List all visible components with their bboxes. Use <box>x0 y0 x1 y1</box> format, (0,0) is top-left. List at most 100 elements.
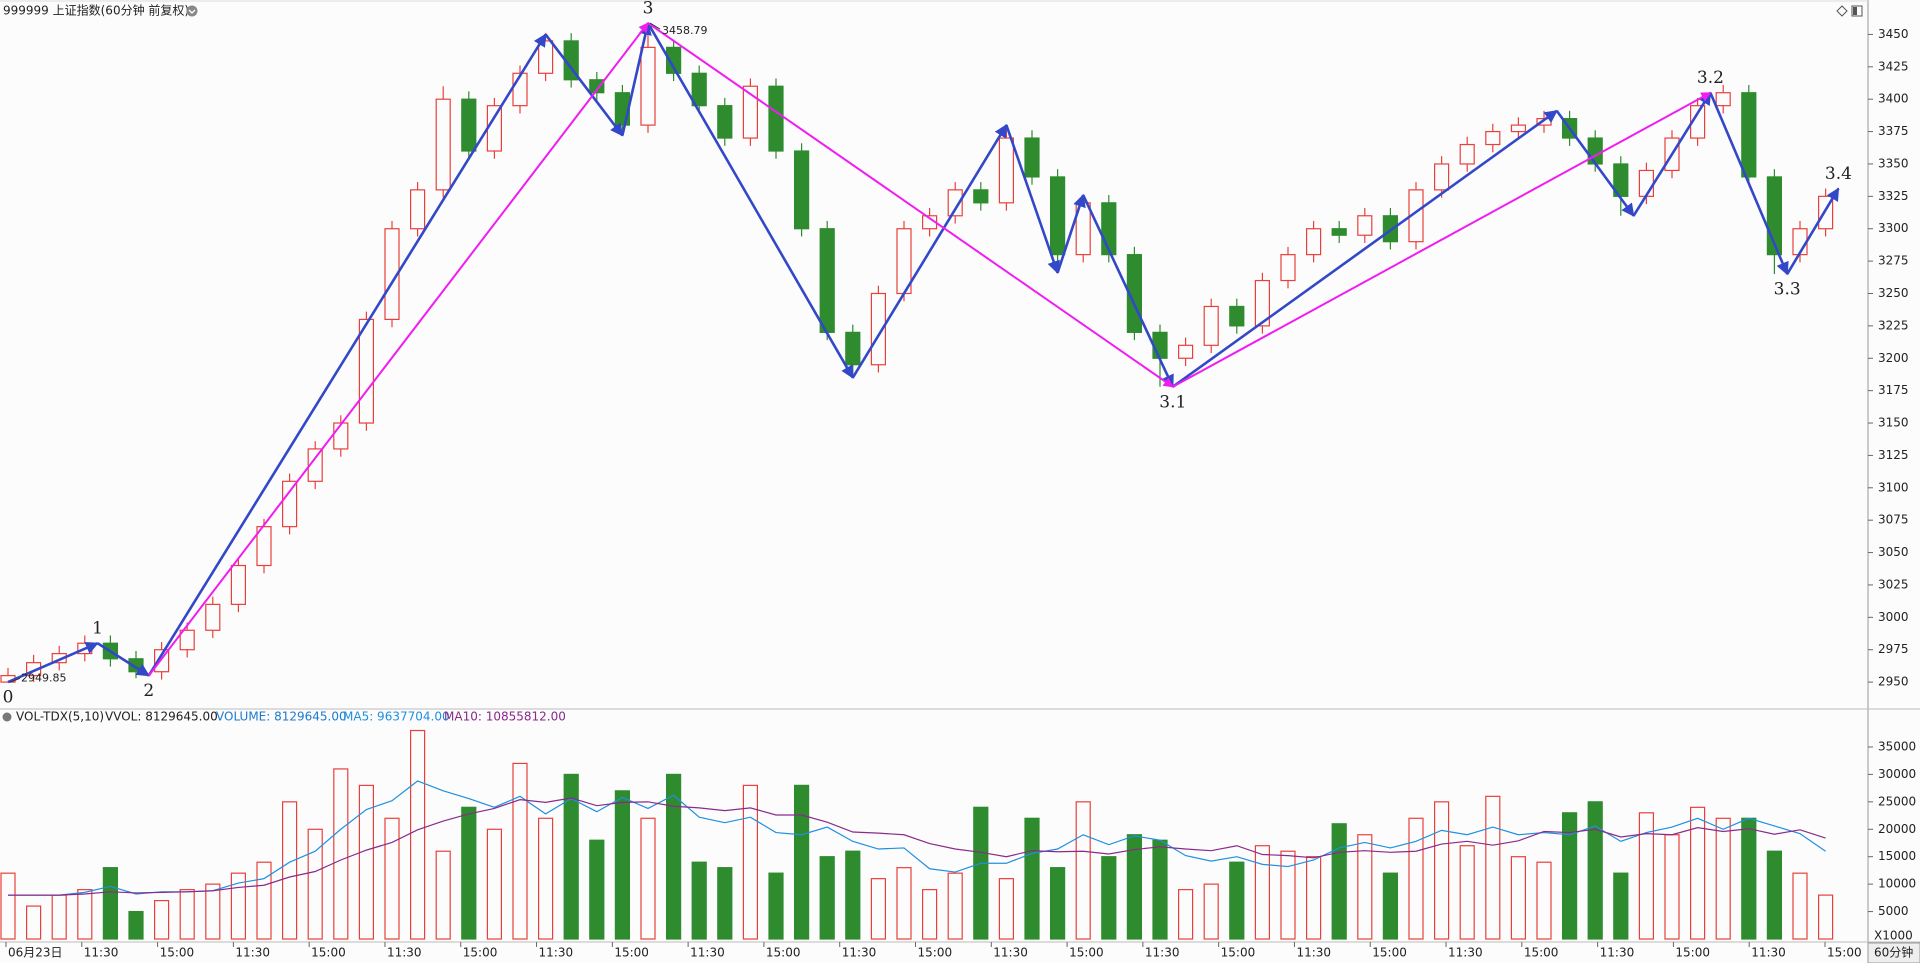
x-tick-label: 11:30 <box>993 946 1028 960</box>
x-tick-label: 15:00 <box>1069 946 1104 960</box>
volume-bar <box>1485 795 1501 940</box>
candle-body <box>1382 215 1399 243</box>
volume-bar <box>282 801 298 940</box>
candle-body <box>282 480 298 528</box>
title-menu-chevron <box>188 9 196 14</box>
y-tick-label: 3050 <box>1878 545 1909 559</box>
volume-bar <box>870 878 887 940</box>
wave-label: 3.2 <box>1697 68 1724 88</box>
x-tick-label: 15:00 <box>766 946 801 960</box>
top-icon-fill <box>1853 7 1857 15</box>
candle-body <box>1485 130 1501 146</box>
volume-bar <box>51 894 67 940</box>
wave-label: 0 <box>3 688 14 708</box>
title-menu-icon[interactable] <box>186 5 198 17</box>
volume-bar <box>1459 845 1475 940</box>
x-tick-label: 11:30 <box>1448 946 1483 960</box>
volume-bar <box>0 872 16 940</box>
y-tick-label: 35000 <box>1878 739 1916 753</box>
y-tick-label: 3350 <box>1878 156 1909 170</box>
top-icon[interactable] <box>1836 5 1848 17</box>
y-tick-label: 5000 <box>1878 904 1909 918</box>
candle-body <box>205 603 221 631</box>
volume-bar <box>384 817 400 940</box>
candle-body <box>947 189 963 217</box>
volume-bar <box>1357 834 1373 940</box>
volume-bar <box>26 905 42 940</box>
x-tick-label: 15:00 <box>463 946 498 960</box>
y-tick-label: 2975 <box>1878 642 1909 656</box>
volume-bar <box>1305 856 1322 940</box>
volume-bar <box>1382 872 1399 940</box>
volume-bar <box>1715 817 1731 940</box>
zigzag-segment <box>646 22 854 379</box>
vol-menu-icon[interactable] <box>2 712 12 722</box>
x-tick-label: 11:30 <box>842 946 877 960</box>
wave-label: 3 <box>643 0 654 19</box>
volume-bar <box>691 861 707 940</box>
volume-bar <box>921 889 938 940</box>
candle-body <box>640 46 656 126</box>
zigzag-segment <box>1082 194 1174 388</box>
candle-body <box>1254 279 1271 327</box>
volume-bar <box>154 899 170 940</box>
volume-bar <box>1561 812 1578 940</box>
low-label: 2949.85 <box>21 671 67 684</box>
candle-body <box>819 228 835 333</box>
top-icon[interactable] <box>1851 5 1863 17</box>
candle-body <box>1024 137 1040 178</box>
wave-label: 2 <box>143 681 154 701</box>
zigzag-segment <box>96 642 150 677</box>
ma5-label: MA5: 9637704.00 <box>343 710 450 724</box>
volume-bar <box>1408 817 1424 940</box>
candle-body <box>1177 344 1194 359</box>
vol-title: VOL-TDX(5,10) <box>16 710 104 724</box>
y-tick-label: 3450 <box>1878 27 1909 41</box>
wave-label: 3.4 <box>1825 164 1852 184</box>
volume-bar <box>1792 872 1808 940</box>
candle-body <box>410 189 426 230</box>
x-tick-label: 11:30 <box>235 946 270 960</box>
zigzag-segment <box>1172 109 1558 388</box>
volume-bar <box>1536 861 1552 940</box>
y-tick-label: 3025 <box>1878 577 1909 591</box>
x-tick-label: 11:30 <box>690 946 725 960</box>
volume-bar <box>845 850 861 940</box>
volume-bar <box>1510 856 1527 940</box>
volume-bar <box>563 773 579 940</box>
volume-bar <box>1075 801 1091 940</box>
x-tick-label: 11:30 <box>1600 946 1635 960</box>
ma-line <box>8 797 1826 896</box>
volume-bar <box>1024 817 1040 940</box>
candle-body <box>435 98 451 191</box>
x-tick-label: 15:00 <box>160 946 195 960</box>
zigzag-segment <box>1005 124 1060 274</box>
volume-bar <box>486 828 502 940</box>
period-box[interactable] <box>1867 942 1920 963</box>
volume-bar <box>589 839 605 940</box>
volume-bar <box>1331 823 1347 940</box>
candle-body <box>1331 228 1347 236</box>
volume-bar <box>768 872 784 940</box>
y-tick-label: 3325 <box>1878 189 1909 203</box>
candle-body <box>461 98 477 152</box>
candle-body <box>742 85 759 139</box>
y-tick-label: 2950 <box>1878 675 1909 689</box>
y-tick-label: 3075 <box>1878 513 1909 527</box>
volume-bar <box>717 867 733 940</box>
volume-bar <box>665 773 682 940</box>
candle-body <box>793 150 810 230</box>
volume-bar <box>742 784 759 940</box>
x-tick-label: 11:30 <box>1145 946 1180 960</box>
wave-label: 3.1 <box>1159 392 1186 412</box>
volume-bar <box>1817 894 1834 940</box>
y-tick-label: 30000 <box>1878 767 1916 781</box>
candle-body <box>717 105 733 139</box>
x-tick-label: 06月23日 <box>8 946 63 960</box>
zigzag-segment <box>1056 193 1086 274</box>
candle-body <box>1152 331 1168 359</box>
x-tick-label: 15:00 <box>614 946 649 960</box>
ma10-label: MA10: 10855812.00 <box>444 710 566 724</box>
volume-bar <box>793 784 810 940</box>
volume-bar <box>1229 861 1245 940</box>
